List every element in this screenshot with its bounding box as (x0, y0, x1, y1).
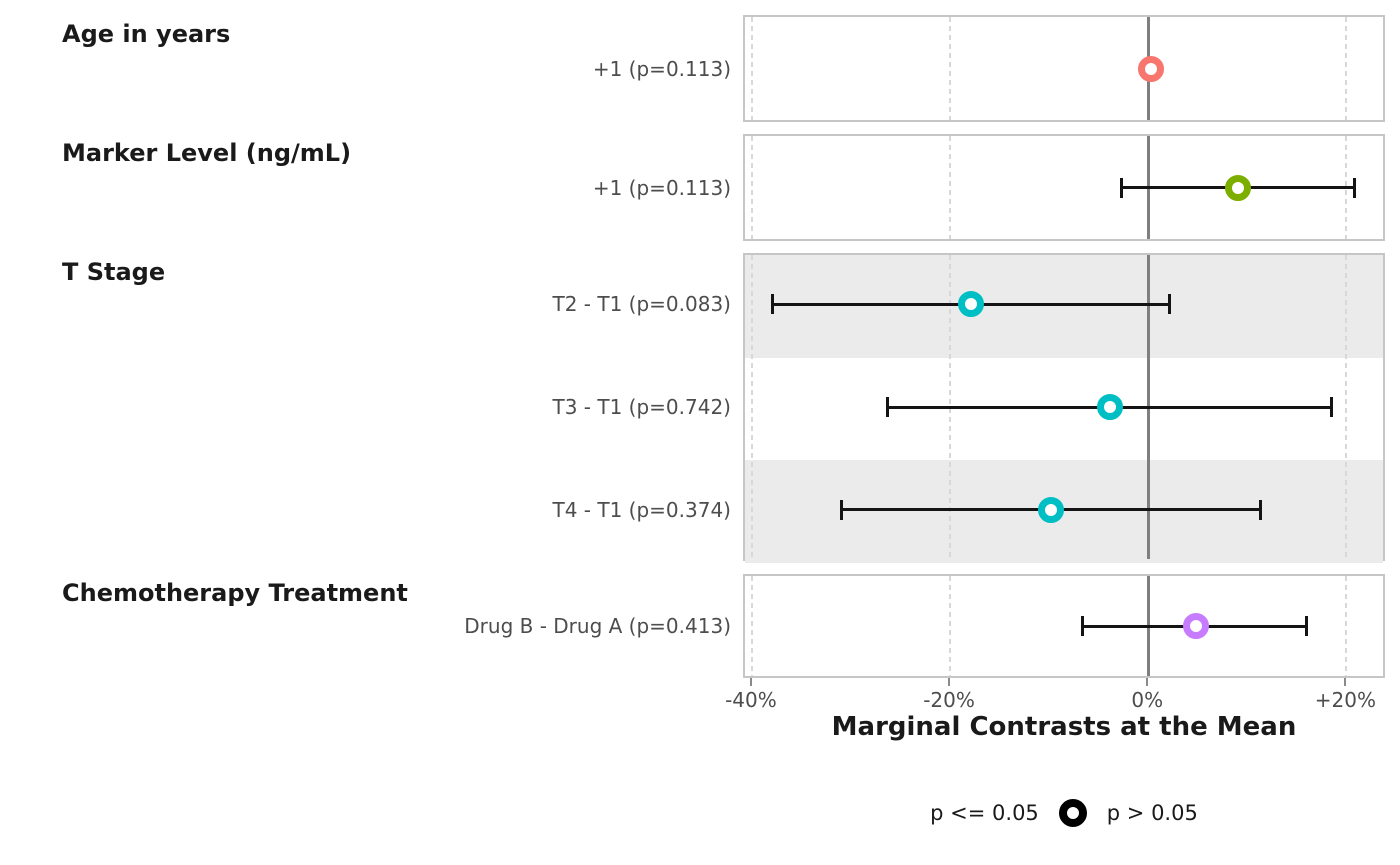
ci-cap-right (1168, 294, 1171, 315)
gridline-dashed (750, 576, 753, 676)
row-label: +1 (p=0.113) (592, 175, 731, 200)
point-estimate-marker (1038, 496, 1065, 523)
row-label: T4 - T1 (p=0.374) (552, 497, 732, 522)
gridline-dashed (949, 136, 952, 239)
significance-legend: p <= 0.05 p > 0.05 (743, 798, 1385, 828)
ci-cap-left (840, 499, 844, 520)
gridline-dashed (949, 17, 952, 120)
facet-panel (743, 15, 1385, 122)
gridline-dashed (949, 576, 952, 676)
facet-label: Marker Level (ng/mL) (62, 139, 352, 167)
point-estimate-marker (1096, 394, 1123, 420)
ci-cap-right (1304, 616, 1308, 636)
gridline-dashed (1345, 255, 1348, 559)
row-stripe (745, 460, 1383, 563)
gridline-dashed (750, 136, 753, 239)
ci-cap-left (1120, 177, 1124, 198)
legend-label-nonsignificant: p > 0.05 (1106, 801, 1198, 825)
ci-cap-right (1353, 177, 1357, 198)
ci-cap-left (885, 397, 889, 417)
gridline-dashed (1345, 576, 1348, 676)
tick-label: +20% (1314, 688, 1376, 712)
tick-label: -40% (725, 688, 777, 712)
gridline-dashed (750, 255, 753, 559)
facet-label: Age in years (62, 20, 231, 48)
tick-mark (1344, 678, 1347, 686)
row-label: T2 - T1 (p=0.083) (552, 292, 732, 317)
legend-label-significant: p <= 0.05 (930, 801, 1039, 825)
row-label: Drug B - Drug A (p=0.413) (464, 614, 731, 638)
row-label: T3 - T1 (p=0.742) (552, 395, 732, 419)
row-label: +1 (p=0.113) (592, 56, 731, 81)
ci-cap-right (1330, 397, 1334, 417)
point-estimate-marker (1138, 55, 1165, 82)
tick-mark (948, 678, 951, 686)
row-stripe (745, 255, 1383, 358)
tick-mark (749, 678, 752, 686)
facet-label: T Stage (62, 258, 166, 286)
point-estimate-marker (1182, 613, 1209, 639)
tick-label: 0% (1131, 688, 1164, 712)
ci-cap-left (1080, 616, 1084, 636)
tick-mark (1146, 678, 1149, 686)
point-estimate-marker (957, 291, 984, 318)
open-ring-marker-icon (1058, 799, 1087, 827)
tick-label: -20% (923, 688, 975, 712)
gridline-dashed (750, 17, 753, 120)
ci-cap-left (770, 294, 774, 315)
facet-label: Chemotherapy Treatment (62, 579, 408, 607)
point-estimate-marker (1225, 174, 1252, 201)
gridline-dashed (1345, 17, 1348, 120)
ci-cap-right (1259, 499, 1263, 520)
x-axis-title: Marginal Contrasts at the Mean (831, 712, 1297, 742)
